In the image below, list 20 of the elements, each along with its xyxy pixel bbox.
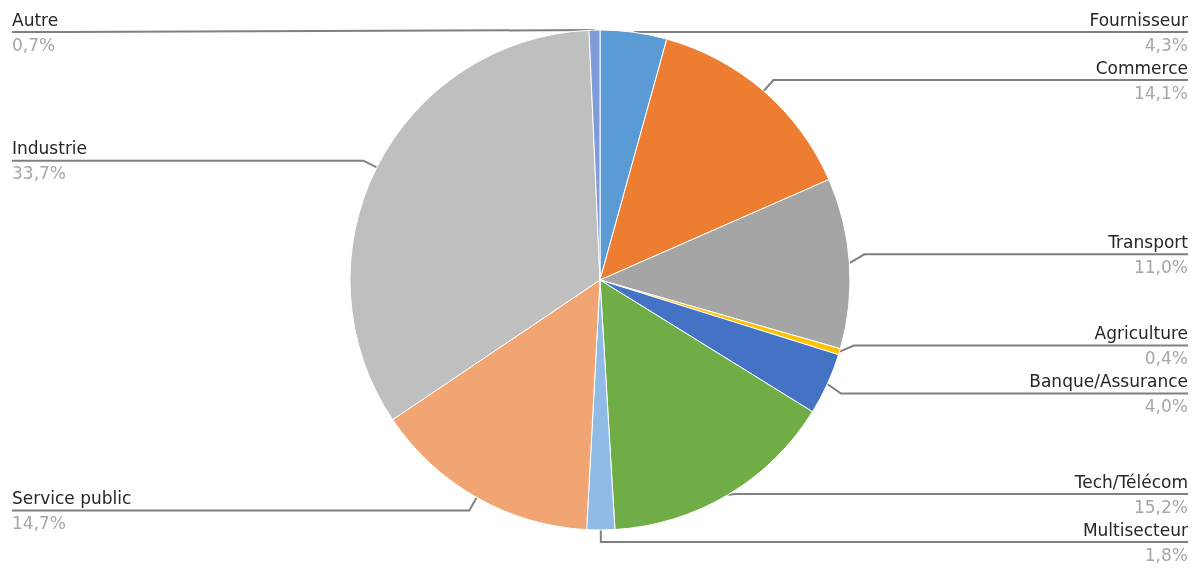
slice-label: Commerce — [1095, 57, 1188, 78]
data-label: 0,4% — [1144, 348, 1188, 369]
slice-label: Agriculture — [1094, 323, 1188, 344]
slice-label: Tech/Télécom — [1073, 471, 1188, 492]
slice-label: Fournisseur — [1089, 9, 1188, 30]
slice-label: Service public — [12, 488, 132, 509]
data-label: 14,7% — [12, 513, 67, 534]
data-label: 15,2% — [1133, 496, 1188, 517]
slice-label: Banque/Assurance — [1029, 371, 1188, 392]
slice-label: Autre — [12, 9, 59, 30]
data-label: 11,0% — [1133, 256, 1188, 277]
data-label: 1,8% — [1144, 544, 1188, 565]
data-label: 0,7% — [12, 34, 56, 55]
slice-label: Industrie — [12, 138, 88, 159]
data-label: 4,3% — [1144, 34, 1188, 55]
data-label: 4,0% — [1144, 396, 1188, 417]
slice-label: Transport — [1107, 231, 1189, 252]
data-label: 14,1% — [1133, 82, 1188, 103]
slice-label: Multisecteur — [1082, 519, 1189, 540]
data-label: 33,7% — [12, 163, 67, 184]
